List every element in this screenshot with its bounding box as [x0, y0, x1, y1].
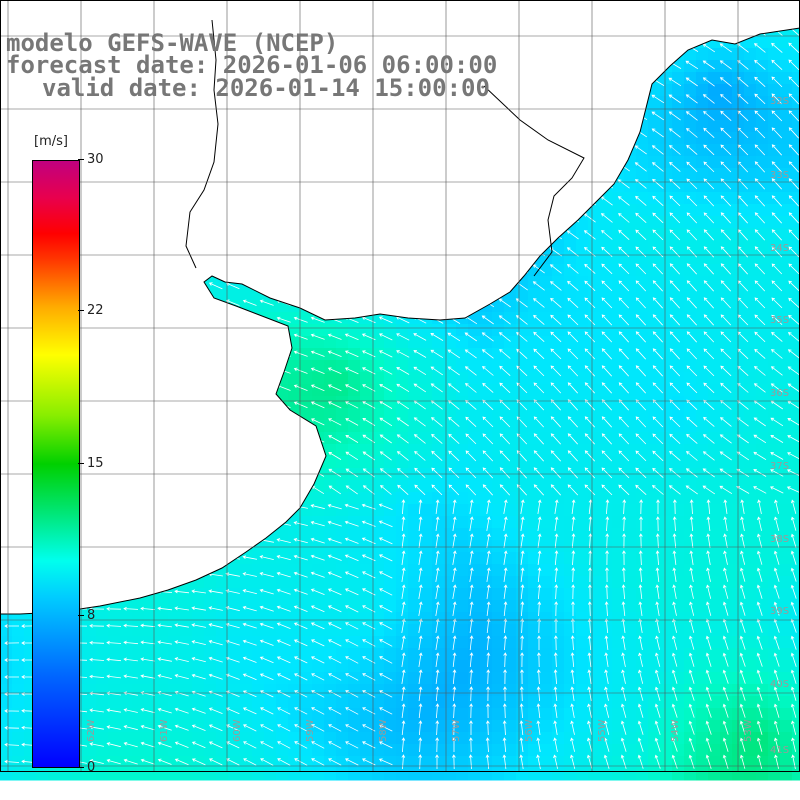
- forecast-date: forecast date: 2026-01-06 06:00:00: [6, 51, 498, 79]
- colorbar: [32, 160, 80, 768]
- colorbar-tick-8: 8: [77, 608, 96, 623]
- lon-label: 60W: [232, 719, 243, 742]
- lat-label: 34S: [770, 243, 790, 254]
- lon-label: 61W: [159, 719, 170, 742]
- colorbar-unit: [m/s]: [34, 134, 68, 149]
- coast-inner-line: [185, 19, 219, 269]
- lat-label: 35S: [770, 315, 790, 326]
- colorbar-tick-22: 22: [78, 303, 104, 318]
- colorbar-tick-0: 0: [77, 760, 96, 775]
- lon-label: 55W: [597, 719, 608, 742]
- lat-lon-grid: [0, 0, 800, 772]
- model-title: modelo GEFS-WAVE (NCEP): [6, 29, 339, 57]
- lat-label: 40S: [770, 679, 790, 690]
- coast-inner-line-2: [483, 85, 585, 277]
- lat-label: 36S: [770, 388, 790, 399]
- lat-label: 32S: [770, 96, 790, 107]
- lon-label: 59W: [305, 719, 316, 742]
- lon-label: 54W: [670, 719, 681, 742]
- lat-label: 41S: [770, 745, 790, 756]
- colorbar-tick-15: 15: [78, 456, 104, 471]
- lon-label: 62W: [86, 719, 97, 742]
- lat-label: 37S: [770, 461, 790, 472]
- lon-label: 58W: [378, 719, 389, 742]
- lon-label: 57W: [451, 719, 462, 742]
- colorbar-tick-30: 30: [78, 152, 104, 167]
- valid-date: valid date: 2026-01-14 15:00:00: [42, 74, 490, 102]
- lon-label: 53W: [743, 719, 754, 742]
- lat-label: 33S: [770, 170, 790, 181]
- lat-label: 38S: [770, 534, 790, 545]
- lon-label: 56W: [524, 719, 535, 742]
- land-mass: [0, 0, 800, 615]
- lat-label: 39S: [770, 606, 790, 617]
